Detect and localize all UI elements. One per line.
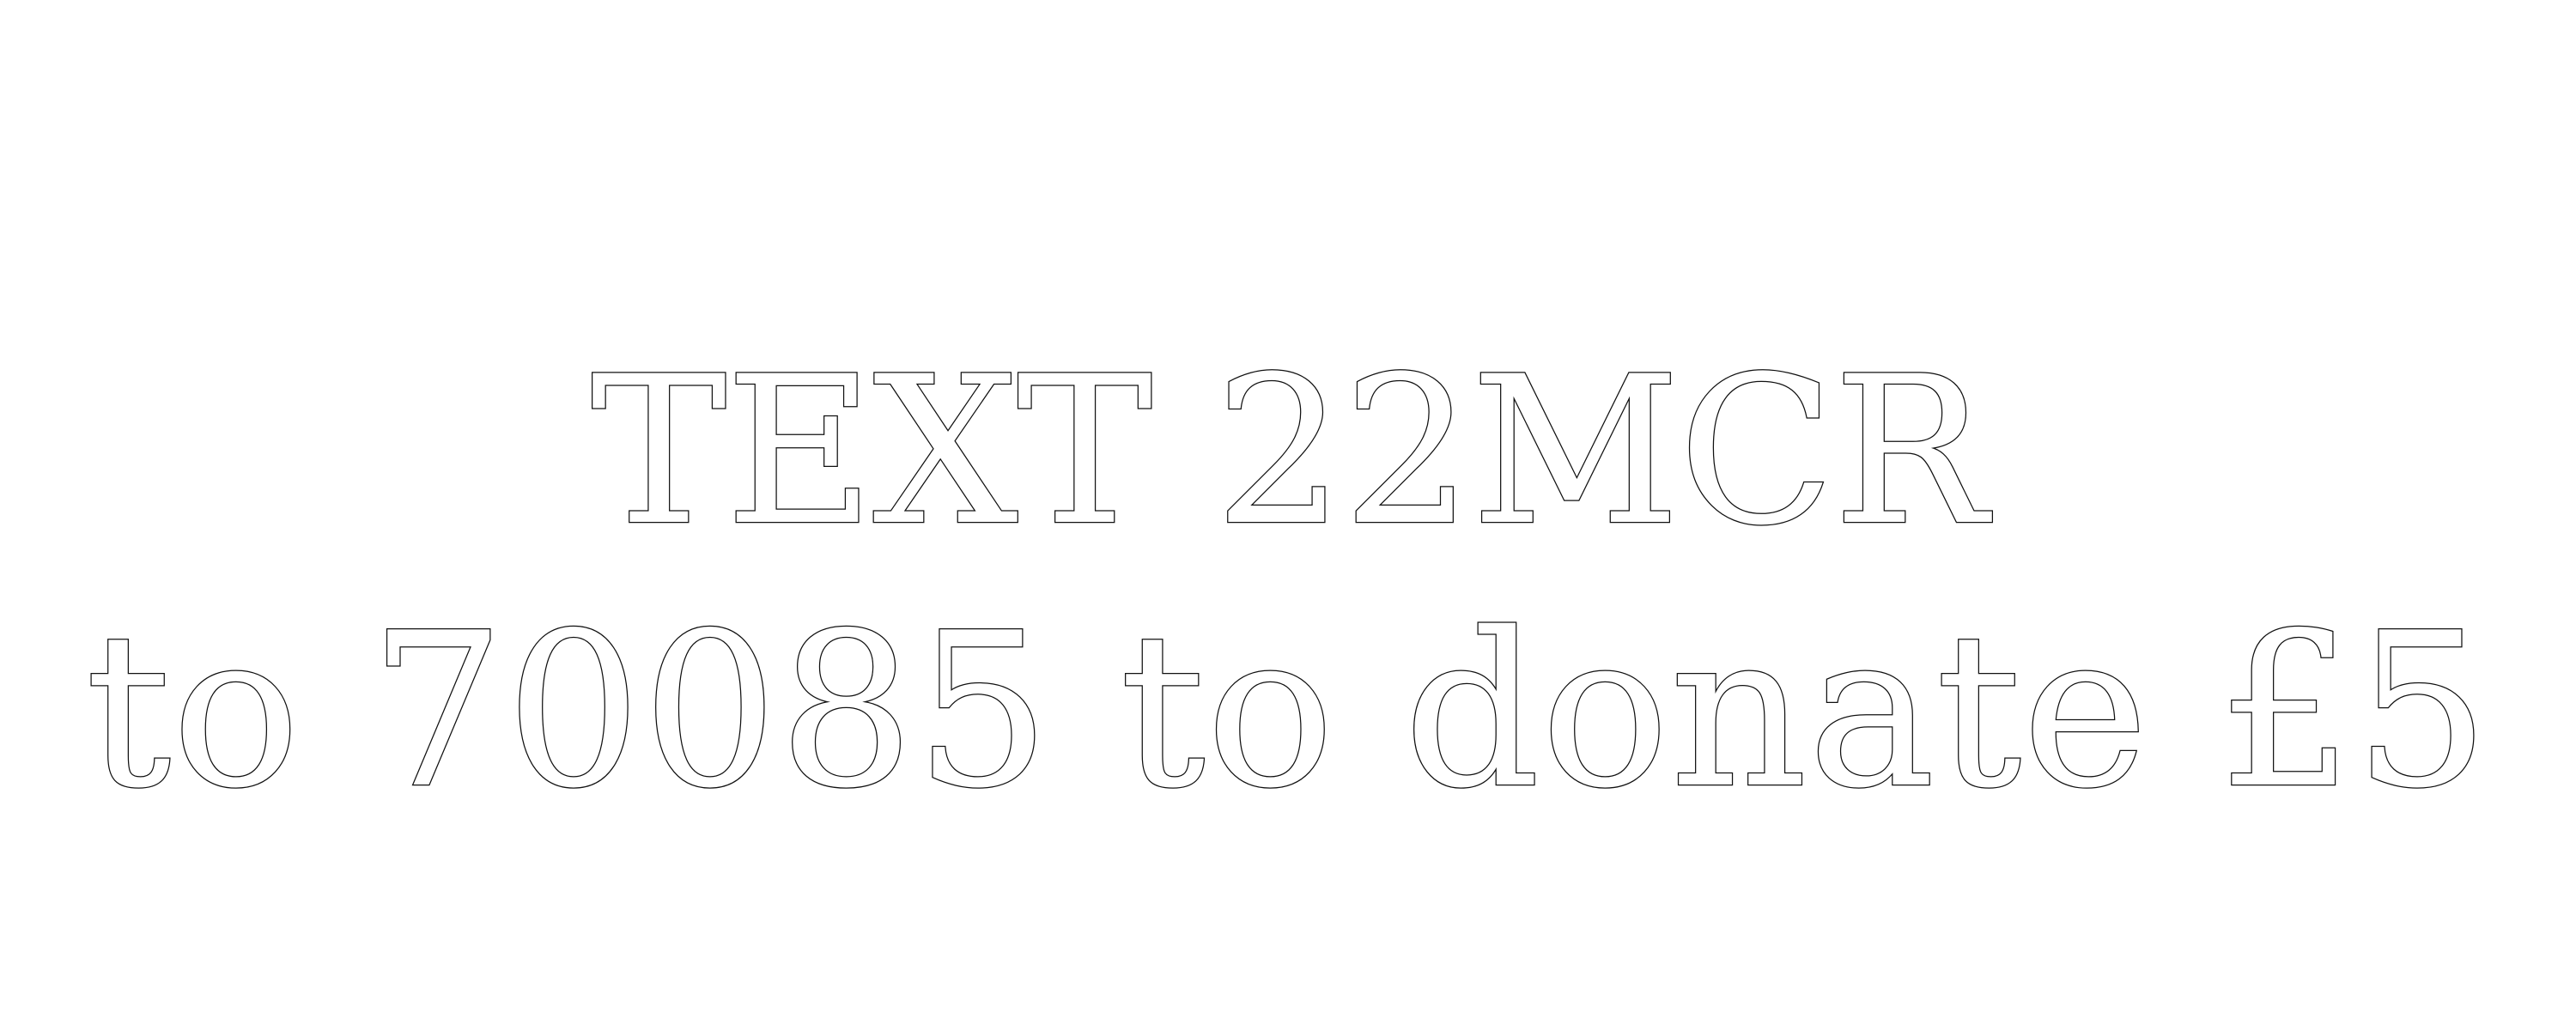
donation-keyword-line: TEXT 22MCR (590, 333, 1989, 571)
donation-instructions-line: to 70085 to donate £5 (84, 588, 2491, 835)
